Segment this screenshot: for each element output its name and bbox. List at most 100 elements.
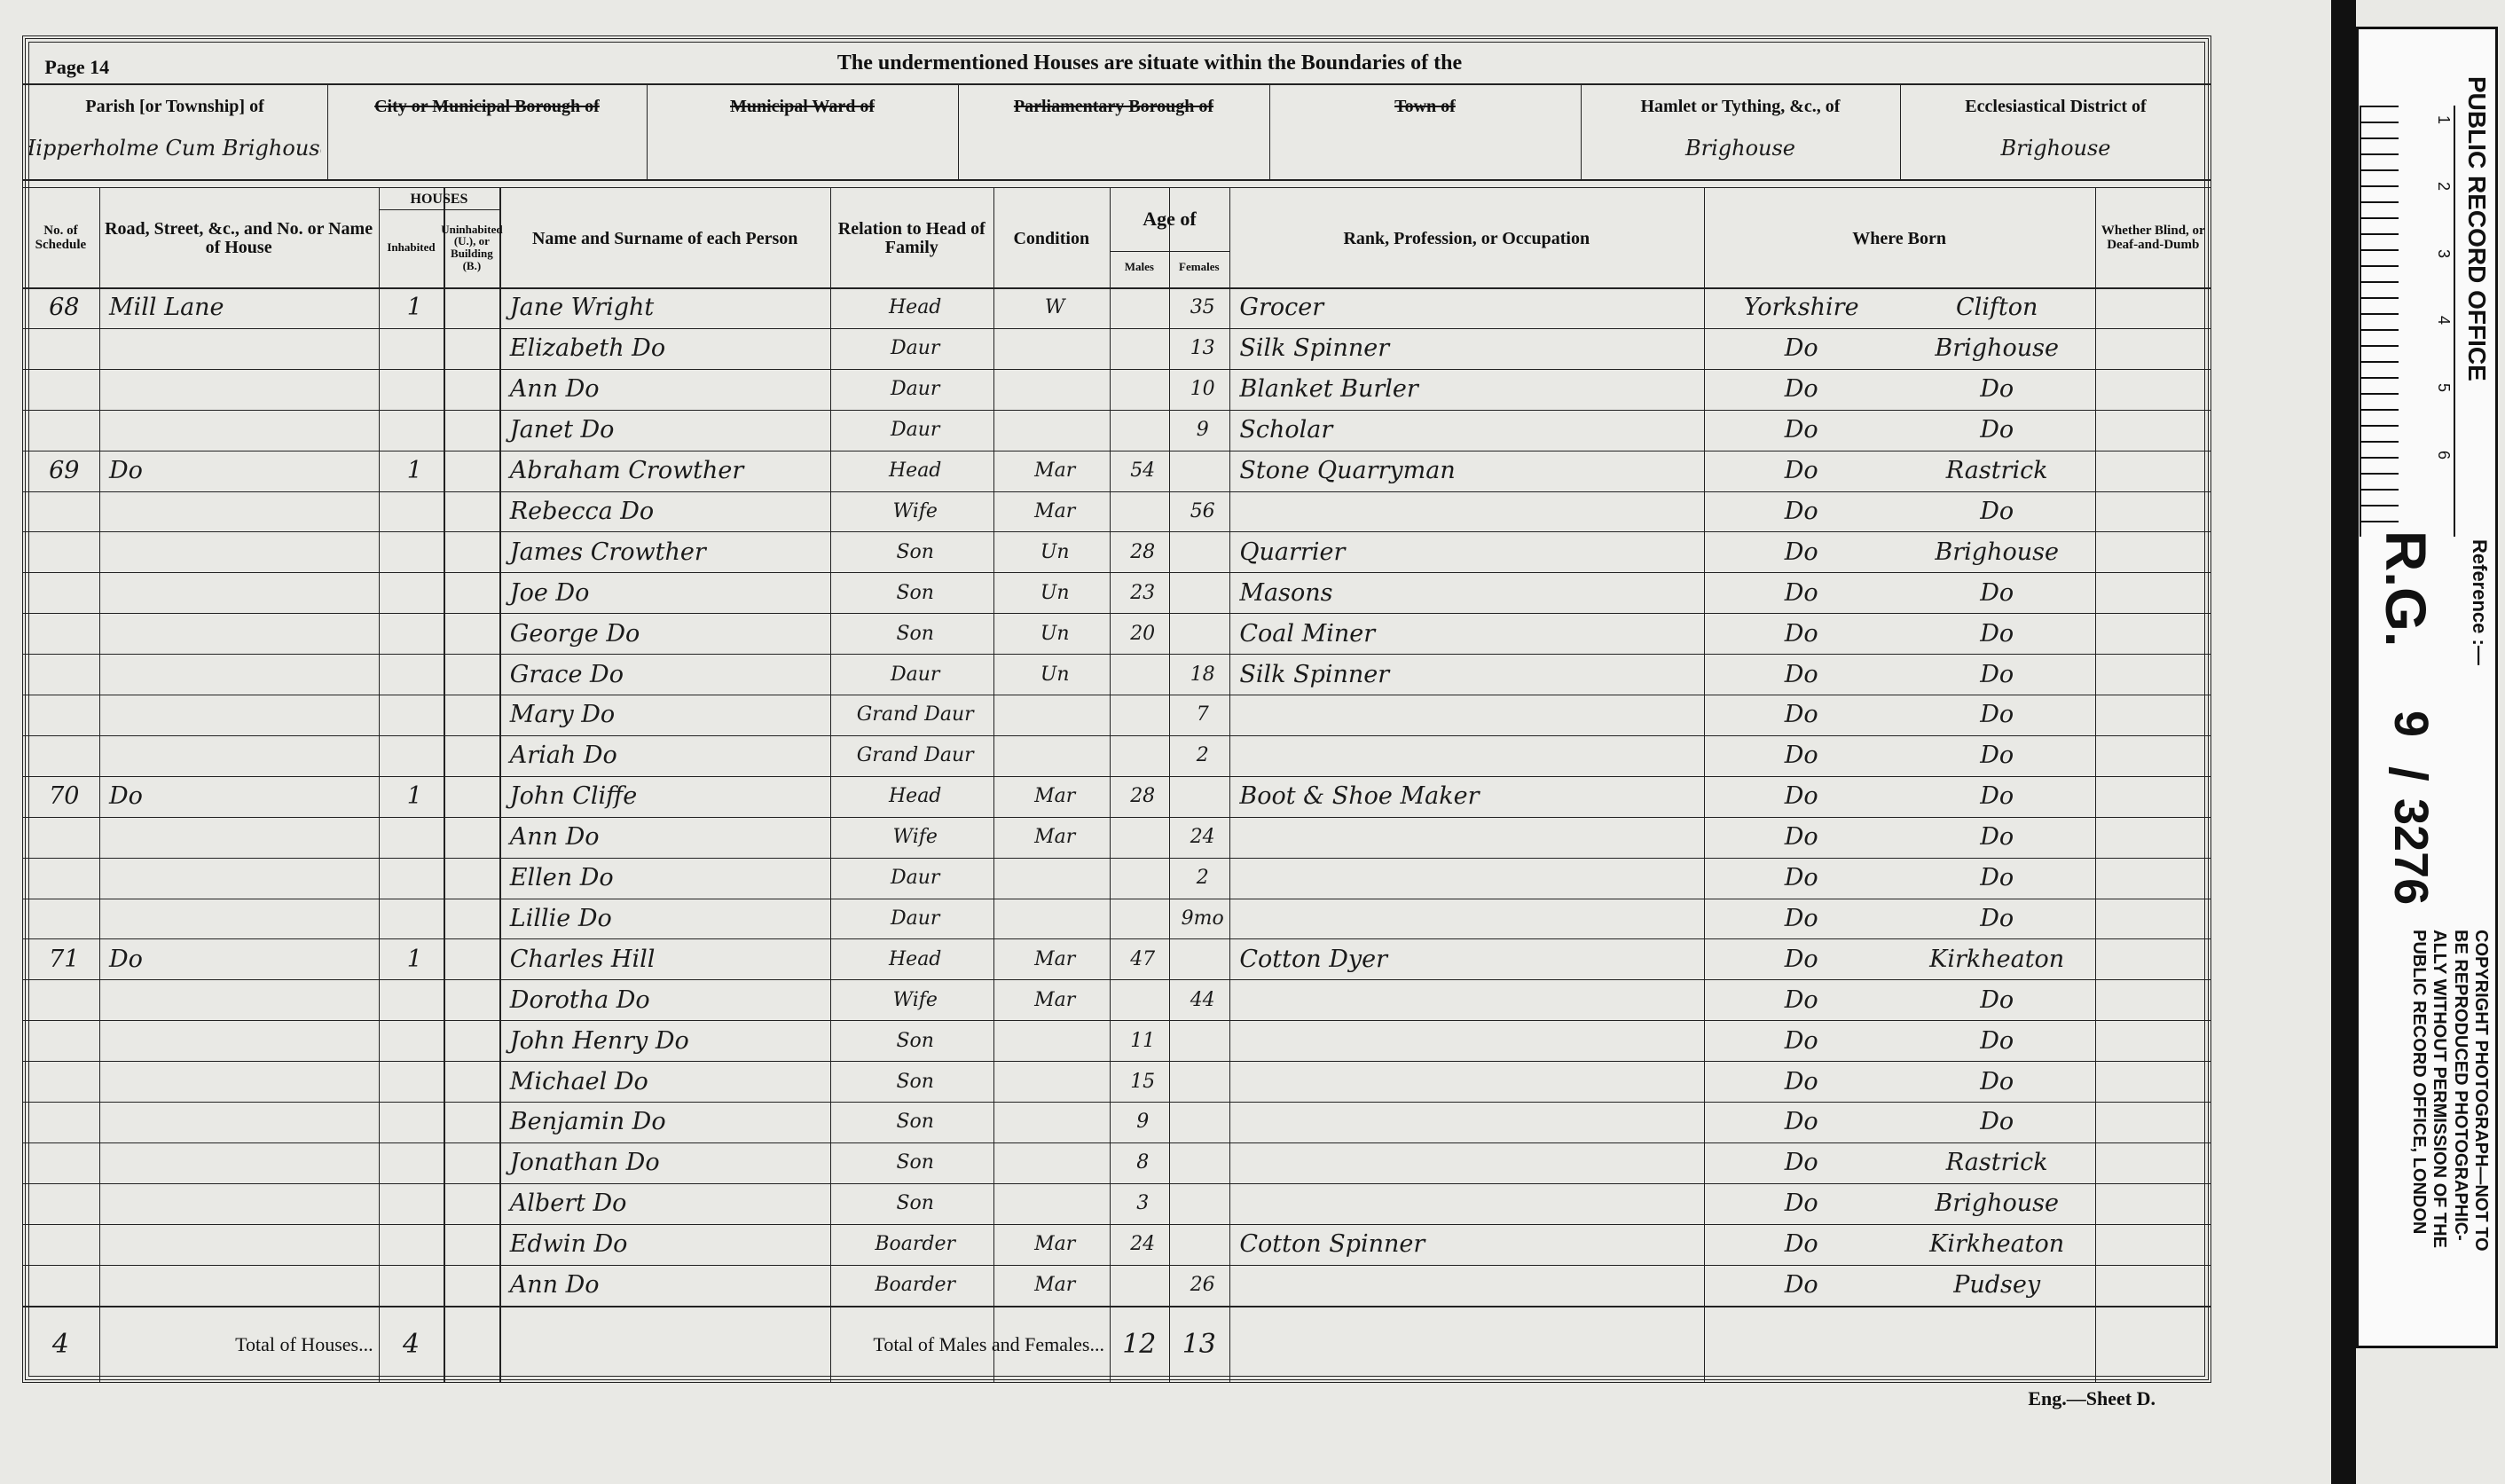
cell-born_place: Do [1980, 985, 2014, 1014]
cell-born_place: Do [1980, 1026, 2014, 1055]
sheet-footer: Eng.—Sheet D. [2028, 1387, 2156, 1410]
cell-occupation: Masons [1239, 578, 1333, 607]
rule [22, 409, 2211, 411]
age-group: Age of [1143, 208, 1197, 231]
cell-relation: Son [896, 1192, 934, 1215]
cell-occupation: Cotton Dyer [1239, 945, 1388, 973]
cell-name: Lillie Do [509, 904, 612, 932]
cell-born_county: Do [1784, 945, 1818, 973]
rule [22, 734, 2211, 736]
rule [1110, 186, 1111, 1383]
boundary-label: City or Municipal Borough of [374, 97, 600, 117]
cell-females: 26 [1190, 1274, 1215, 1297]
total-males: 12 [1122, 1329, 1157, 1361]
cell-road: Do [109, 782, 143, 811]
rule [22, 1305, 2211, 1307]
form-frame [22, 35, 2211, 1383]
column-header: Rank, Profession, or Occupation [1343, 228, 1590, 248]
piece-slash: / [2377, 766, 2438, 781]
cell-relation: Son [896, 540, 934, 563]
cell-schedule: 69 [49, 457, 80, 485]
cell-schedule: 70 [49, 782, 80, 811]
cell-males: 28 [1130, 540, 1156, 563]
cell-occupation: Scholar [1239, 416, 1333, 444]
ruler-number: 5 [2434, 383, 2453, 393]
cell-occupation: Silk Spinner [1239, 660, 1390, 688]
cell-females: 44 [1190, 988, 1215, 1011]
ruler-number: 1 [2434, 114, 2453, 124]
rule [22, 572, 2211, 574]
rule [993, 186, 994, 1383]
boundary-label: Hamlet or Tything, &c., of [1640, 97, 1841, 117]
cell-born_county: Do [1784, 619, 1818, 648]
cell-born_county: Do [1784, 334, 1818, 363]
cell-born_county: Do [1784, 538, 1818, 566]
rule [2094, 186, 2096, 1383]
cell-born_place: Do [1980, 578, 2014, 607]
cell-born_county: Do [1784, 864, 1818, 892]
cell-name: Ann Do [509, 375, 600, 404]
rule [22, 178, 2211, 181]
piece-number: 9 [2383, 711, 2438, 738]
cell-males: 47 [1130, 947, 1156, 970]
cell-road: Do [109, 945, 143, 973]
boundary-label: Municipal Ward of [729, 97, 875, 117]
column-header: Uninhabited (U.), or Building (B.) [441, 222, 503, 272]
cell-born_place: Do [1980, 742, 2014, 770]
cell-condition: Un [1040, 622, 1070, 645]
cell-females: 18 [1190, 663, 1215, 686]
cell-occupation: Silk Spinner [1239, 334, 1390, 363]
cell-females: 56 [1190, 499, 1215, 522]
cell-males: 20 [1130, 622, 1156, 645]
rule [22, 82, 2211, 85]
cell-born_place: Do [1980, 497, 2014, 525]
cell-condition: Mar [1034, 826, 1076, 849]
ruler-number: 4 [2434, 316, 2453, 326]
cell-condition: Un [1040, 581, 1070, 604]
cell-name: Mary Do [509, 701, 616, 729]
total-inhabited: 4 [402, 1329, 420, 1361]
ruler-number: 6 [2434, 450, 2453, 459]
cell-born_county: Do [1784, 985, 1818, 1014]
copyright-line: PUBLIC RECORD OFFICE, LONDON [2408, 929, 2429, 1234]
ruler-number: 2 [2434, 182, 2453, 192]
cell-condition: Un [1040, 663, 1070, 686]
cell-condition: Mar [1034, 499, 1076, 522]
cell-females: 7 [1196, 703, 1209, 726]
cell-relation: Son [896, 622, 934, 645]
cell-name: Edwin Do [509, 1230, 628, 1259]
office-name: PUBLIC RECORD OFFICE [2463, 76, 2491, 382]
rule [22, 816, 2211, 818]
cell-females: 10 [1190, 378, 1215, 401]
cell-born_county: Do [1784, 1190, 1818, 1218]
cell-relation: Son [896, 1070, 934, 1093]
cell-name: Ellen Do [509, 864, 614, 892]
cell-name: Jane Wright [509, 294, 655, 322]
cell-born_place: Do [1980, 1067, 2014, 1095]
rule [1581, 82, 1582, 179]
cell-males: 54 [1130, 459, 1156, 483]
boundary-value: Hipperholme Cum Brighouse [28, 136, 321, 161]
cell-road: Mill Lane [109, 294, 224, 322]
cell-born_place: Do [1980, 864, 2014, 892]
cell-condition: Mar [1034, 459, 1076, 483]
cell-males: 28 [1130, 785, 1156, 808]
class-code: R.G. [2373, 530, 2438, 648]
cell-born_place: Do [1980, 1108, 2014, 1136]
cell-born_county: Do [1784, 904, 1818, 932]
cell-occupation: Grocer [1239, 294, 1324, 322]
cell-females: 9 [1196, 419, 1209, 442]
rule [22, 186, 2211, 189]
rule [22, 327, 2211, 329]
cell-males: 23 [1130, 581, 1156, 604]
cell-relation: Daur [890, 867, 940, 890]
cell-born_county: Do [1784, 1026, 1818, 1055]
boundary-value: Brighouse [1684, 136, 1795, 161]
cell-name: John Henry Do [509, 1026, 689, 1055]
rule [1900, 82, 1902, 179]
rule [22, 1020, 2211, 1022]
cell-born_county: Do [1784, 742, 1818, 770]
rule [958, 82, 960, 179]
cell-born_county: Do [1784, 1230, 1818, 1259]
cell-relation: Daur [890, 337, 940, 360]
